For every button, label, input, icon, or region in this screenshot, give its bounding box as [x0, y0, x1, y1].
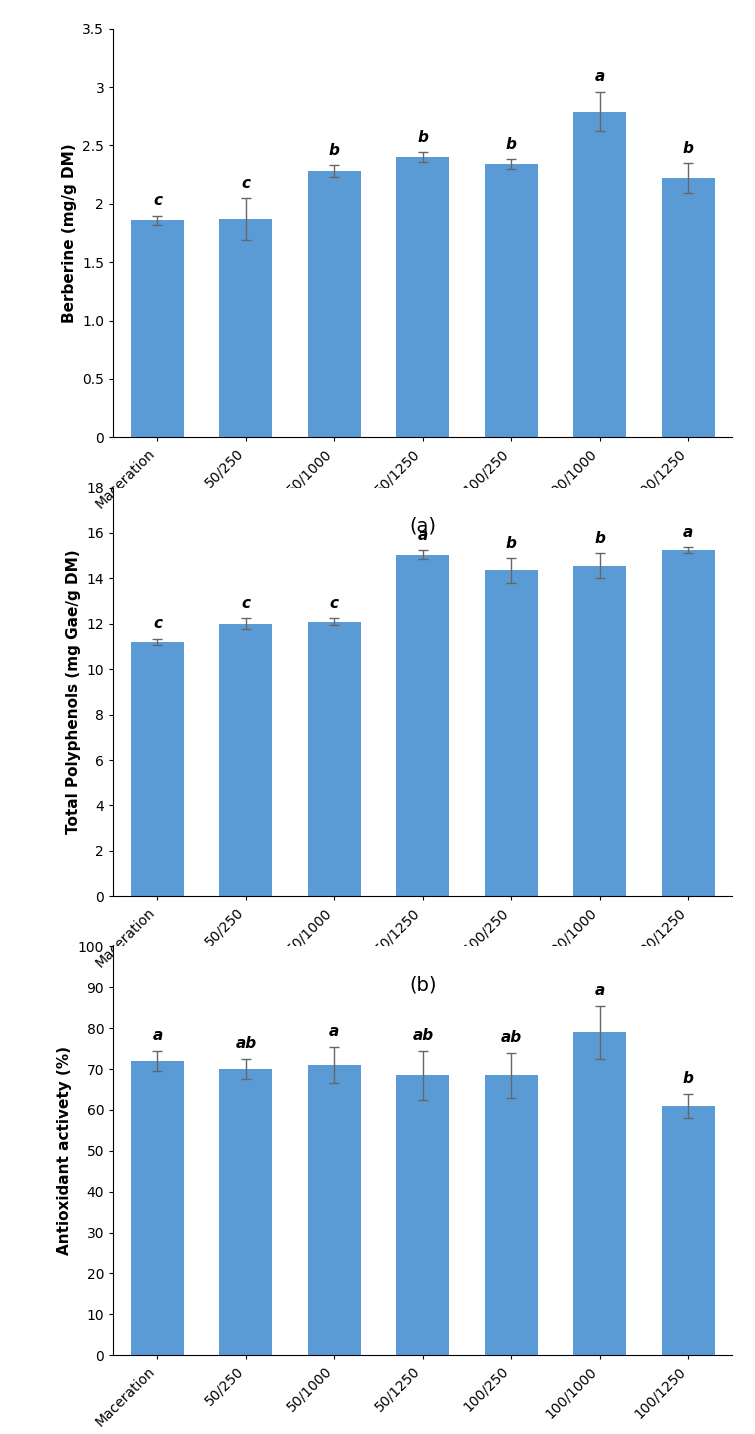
Text: b: b [683, 141, 694, 156]
Text: (b): (b) [409, 975, 436, 994]
Text: c: c [153, 617, 162, 631]
Bar [131, 1061, 184, 1355]
Text: b: b [506, 535, 516, 551]
Bar [573, 566, 626, 896]
Bar [573, 112, 626, 437]
Bar [485, 1076, 538, 1355]
Text: c: c [242, 595, 251, 611]
Text: b: b [506, 138, 516, 152]
Y-axis label: Berberine (mg/g DM): Berberine (mg/g DM) [62, 143, 77, 323]
Bar [131, 642, 184, 896]
Text: a: a [683, 525, 693, 541]
Text: ab: ab [236, 1037, 257, 1051]
Text: ab: ab [501, 1031, 522, 1045]
Bar [396, 1076, 449, 1355]
Text: b: b [329, 143, 340, 158]
Y-axis label: Antioxidant activety (%): Antioxidant activety (%) [57, 1047, 72, 1255]
Bar [661, 551, 715, 896]
Bar [308, 621, 361, 896]
Bar [308, 1065, 361, 1355]
Text: ab: ab [412, 1028, 433, 1044]
Bar [220, 624, 273, 896]
Bar [661, 178, 715, 437]
Text: a: a [418, 528, 428, 543]
Text: c: c [153, 194, 162, 208]
Text: c: c [242, 175, 251, 191]
Bar [220, 1070, 273, 1355]
Text: a: a [594, 69, 605, 85]
Bar [396, 555, 449, 896]
Text: b: b [683, 1071, 694, 1086]
Text: b: b [418, 130, 428, 145]
Bar [485, 163, 538, 437]
Bar [308, 171, 361, 437]
Text: a: a [329, 1024, 340, 1040]
Text: c: c [330, 595, 339, 611]
Text: a: a [153, 1028, 162, 1044]
Bar [396, 158, 449, 437]
Bar [485, 571, 538, 896]
Text: a: a [594, 984, 605, 998]
Bar [661, 1106, 715, 1355]
Bar [131, 221, 184, 437]
X-axis label: Treatments: Treatments [369, 981, 476, 999]
Text: b: b [594, 531, 605, 546]
X-axis label: Treatments: Treatments [369, 522, 476, 541]
Bar [573, 1032, 626, 1355]
Y-axis label: Total Polyphenols (mg Gae/g DM): Total Polyphenols (mg Gae/g DM) [66, 549, 81, 835]
Bar [220, 219, 273, 437]
Text: (a): (a) [409, 516, 436, 535]
